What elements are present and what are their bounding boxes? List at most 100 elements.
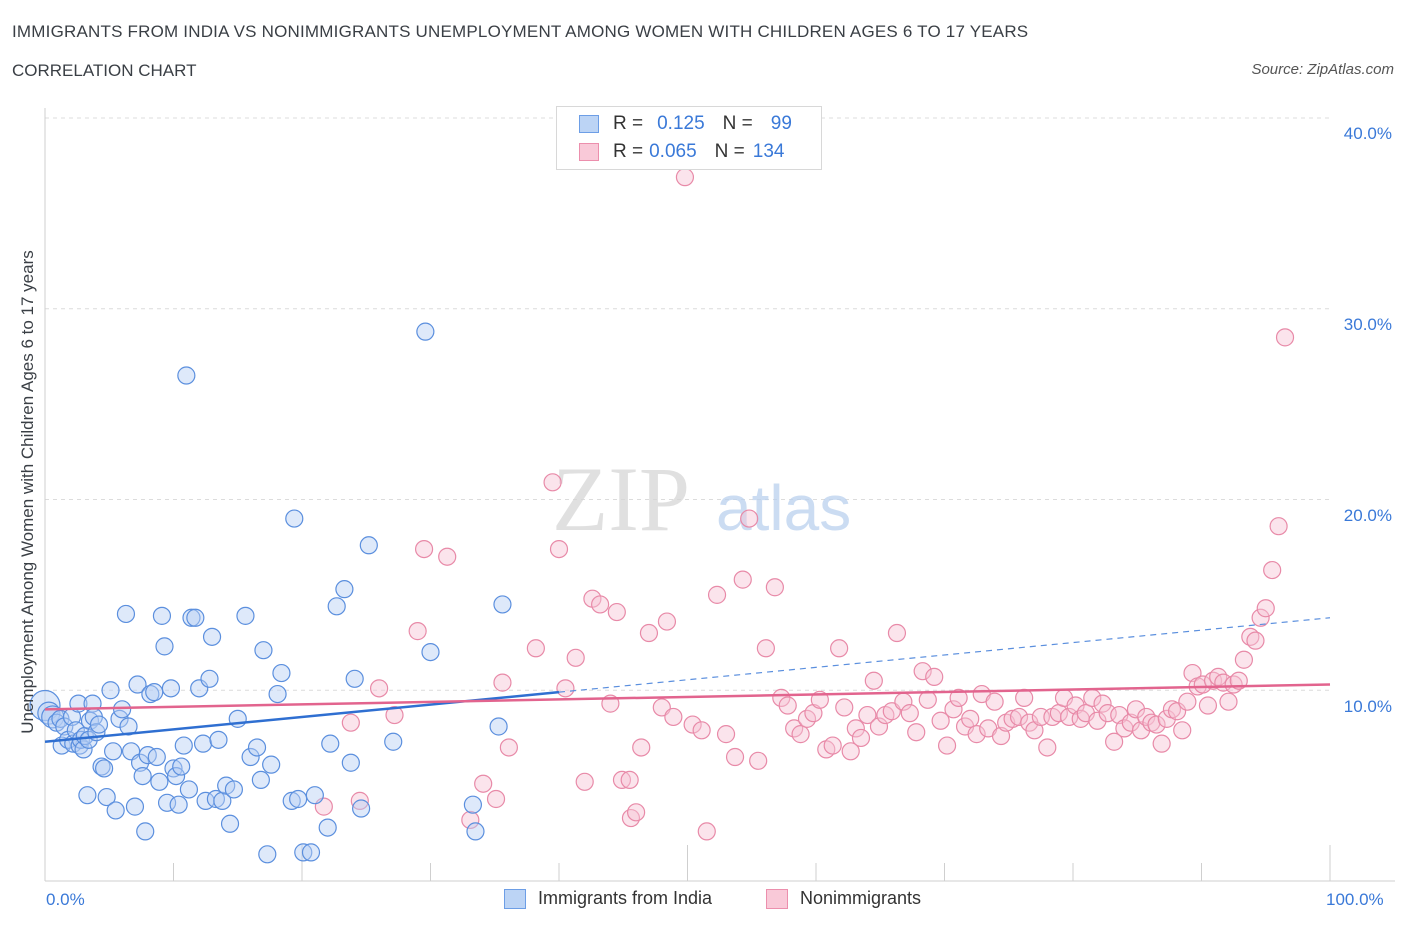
y-tick-label-30: 30.0% — [1343, 315, 1392, 334]
data-point — [341, 713, 360, 732]
series-nonimmigrants — [314, 168, 1295, 841]
data-point — [37, 701, 61, 725]
data-point — [949, 688, 968, 707]
data-point — [1152, 734, 1171, 753]
data-point — [172, 757, 191, 776]
data-point — [499, 738, 518, 757]
data-point — [626, 803, 646, 822]
data-point — [621, 808, 641, 828]
data-point — [566, 648, 585, 667]
data-point — [664, 707, 683, 727]
data-point — [1234, 650, 1254, 669]
data-point — [133, 766, 152, 786]
r-value: 0.065 — [649, 141, 697, 162]
data-point — [1015, 688, 1034, 707]
data-point — [575, 772, 594, 791]
data-point — [282, 791, 301, 810]
data-point — [152, 606, 172, 625]
data-point — [251, 770, 270, 790]
data-point — [887, 623, 907, 643]
data-point — [116, 604, 136, 624]
data-point — [1066, 696, 1085, 715]
data-point — [125, 797, 145, 816]
data-point — [104, 742, 123, 761]
data-point — [352, 799, 371, 818]
x-tick-label-min: 0.0% — [46, 890, 85, 909]
data-point — [461, 810, 480, 830]
data-point — [556, 679, 575, 698]
stats-swatch-nonimmigrants — [579, 143, 599, 161]
data-point — [991, 726, 1011, 746]
data-point — [209, 730, 228, 749]
data-point — [92, 757, 111, 776]
r-value: 0.125 — [657, 113, 705, 134]
data-point — [931, 711, 950, 730]
data-point — [900, 704, 919, 723]
data-point — [697, 822, 716, 841]
data-point — [174, 736, 193, 755]
data-point — [526, 639, 545, 658]
data-point — [778, 696, 797, 715]
data-point — [944, 700, 963, 719]
n-label: N = — [722, 113, 753, 134]
data-point — [493, 673, 512, 692]
y-axis-label: Unemployment Among Women with Children A… — [18, 250, 37, 734]
data-point — [1256, 599, 1275, 618]
r-label: R = — [613, 113, 644, 134]
data-point — [224, 780, 243, 799]
data-point — [182, 608, 201, 627]
data-point — [318, 818, 337, 837]
data-point — [138, 746, 157, 765]
data-point — [350, 791, 369, 810]
data-point — [549, 539, 569, 559]
data-point — [272, 663, 291, 683]
data-point — [791, 725, 810, 744]
stats-swatch-india — [579, 115, 599, 133]
data-point — [756, 639, 775, 658]
data-point — [161, 679, 181, 698]
r-label: R = — [613, 141, 644, 162]
data-point — [869, 717, 889, 736]
data-point — [438, 547, 457, 566]
data-point — [918, 690, 937, 709]
data-point — [474, 774, 493, 793]
legend-swatch-india — [504, 888, 526, 909]
data-point — [136, 822, 155, 841]
data-point — [1183, 663, 1202, 683]
source-credit: Source: ZipAtlas.com — [1251, 61, 1394, 78]
data-point — [1098, 704, 1117, 723]
data-point — [421, 642, 440, 662]
data-point — [463, 795, 483, 814]
data-point — [150, 772, 169, 791]
data-point — [55, 717, 74, 736]
data-point — [657, 612, 677, 631]
data-point — [639, 623, 659, 643]
data-point — [1137, 707, 1156, 727]
data-point — [591, 595, 610, 614]
data-point — [166, 766, 186, 786]
data-point — [851, 728, 871, 748]
data-point — [925, 667, 944, 686]
data-point — [913, 662, 932, 681]
y-tick-label-40: 40.0% — [1343, 124, 1392, 143]
data-point — [408, 622, 427, 641]
data-point — [289, 789, 308, 809]
data-point — [384, 732, 403, 751]
legend-item-india: Immigrants from India — [504, 888, 712, 909]
series-immigrants-from-india — [29, 322, 512, 864]
data-point — [675, 168, 695, 187]
data-point — [1105, 732, 1124, 751]
data-point — [765, 578, 784, 597]
data-point — [157, 793, 177, 812]
data-point — [268, 684, 287, 704]
data-point — [1275, 328, 1295, 347]
trend-line-india-extension — [558, 617, 1331, 693]
gridlines — [45, 117, 1330, 691]
data-point — [1173, 721, 1192, 740]
data-point — [493, 595, 512, 614]
data-point — [79, 730, 98, 749]
legend-swatch-nonimmigrants — [766, 888, 788, 909]
data-point — [830, 639, 849, 658]
trend-lines — [44, 617, 1331, 743]
n-value: 134 — [752, 141, 785, 162]
